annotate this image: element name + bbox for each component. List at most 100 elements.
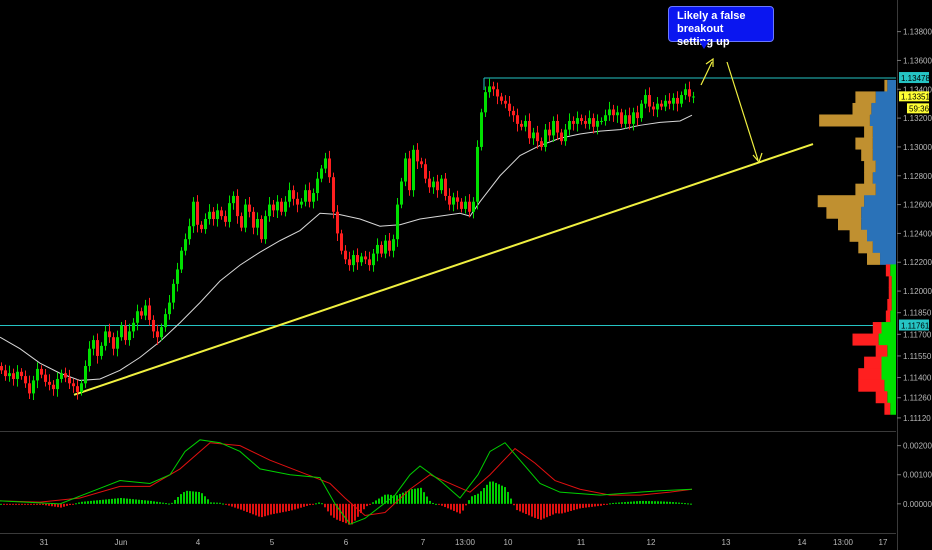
- time-axis-tick-label: 5: [270, 538, 275, 547]
- candle: [484, 86, 487, 117]
- histogram-bar: [33, 503, 35, 505]
- histogram-bar: [198, 491, 200, 504]
- histogram-bar: [114, 498, 116, 504]
- histogram-bar: [600, 503, 602, 506]
- histogram-bar: [528, 503, 530, 516]
- candle: [408, 150, 411, 196]
- candle-body: [80, 383, 83, 392]
- candle: [128, 323, 131, 346]
- candle-body: [372, 253, 375, 266]
- candle-body: [280, 201, 283, 212]
- histogram-bar: [543, 503, 545, 519]
- candle: [240, 212, 243, 232]
- histogram-bar: [0, 503, 2, 505]
- candle: [688, 81, 691, 103]
- candle: [184, 233, 187, 256]
- candle: [672, 93, 675, 111]
- candle-body: [304, 190, 307, 202]
- candle: [476, 140, 479, 210]
- candle: [324, 152, 327, 174]
- candle: [60, 369, 63, 383]
- volume-profile-buy-bar: [871, 102, 896, 115]
- volume-profile-buy-bar: [890, 402, 896, 415]
- histogram-bar: [465, 503, 467, 506]
- histogram-bar: [75, 503, 77, 505]
- candle-body: [516, 115, 519, 124]
- histogram-bar: [324, 503, 326, 508]
- volume-profile-buy-bar: [881, 322, 896, 335]
- volume-profile-buy-bar: [875, 183, 896, 196]
- volume-profile-buy-bar: [861, 206, 896, 219]
- histogram-bar: [186, 490, 188, 504]
- candle-body: [480, 112, 483, 147]
- candle: [236, 189, 239, 224]
- volume-profile-buy-bar: [875, 91, 896, 104]
- time-axis-tick-label: 13:00: [833, 538, 854, 547]
- candle: [164, 308, 167, 332]
- histogram-bar: [195, 491, 197, 504]
- volume-profile-buy-bar: [890, 310, 896, 323]
- volume-profile-buy-bar: [891, 287, 896, 300]
- histogram-bar: [684, 503, 686, 505]
- histogram-bar: [150, 500, 152, 504]
- candle-body: [680, 95, 683, 104]
- histogram-bar: [3, 503, 5, 505]
- histogram-bar: [450, 503, 452, 510]
- candle-body: [432, 181, 435, 188]
- candle: [348, 251, 351, 271]
- candle: [104, 325, 107, 351]
- candle-body: [564, 129, 567, 142]
- candle-body: [52, 384, 55, 390]
- candle-body: [464, 201, 467, 209]
- candle: [520, 120, 523, 131]
- histogram-bar: [135, 499, 137, 504]
- candle: [420, 157, 423, 168]
- histogram-bar: [204, 496, 206, 504]
- volume-profile-sell-bar: [884, 402, 891, 415]
- candle-body: [76, 386, 79, 392]
- histogram-bar: [390, 494, 392, 504]
- candle-body: [40, 368, 43, 375]
- histogram-bar: [459, 503, 461, 514]
- candle: [176, 262, 179, 292]
- candle-body: [152, 319, 155, 332]
- candle-body: [168, 302, 171, 315]
- candle: [684, 83, 687, 100]
- price-axis-tick-label: 1.13400: [903, 85, 932, 94]
- histogram-bar: [420, 487, 422, 504]
- candle-body: [552, 120, 555, 136]
- histogram-bar: [192, 491, 194, 504]
- volume-profile-sell-bar: [884, 79, 888, 92]
- candle-body: [340, 233, 343, 251]
- candle-body: [596, 120, 599, 127]
- candle: [436, 174, 439, 198]
- histogram-bar: [630, 501, 632, 504]
- candle-body: [100, 345, 103, 356]
- histogram-bar: [570, 503, 572, 511]
- histogram-bar: [294, 503, 296, 510]
- candle-body: [300, 201, 303, 205]
- candle-body: [584, 120, 587, 124]
- price-axis-tick-label: 1.12400: [903, 229, 932, 238]
- histogram-bar: [18, 503, 20, 505]
- price-axis-tick-label: 1.11550: [903, 352, 932, 361]
- candle-body: [148, 305, 151, 320]
- price-axis-tick-label: 1.11400: [903, 374, 932, 383]
- candle: [312, 188, 315, 209]
- histogram-bar: [237, 503, 239, 509]
- projection-arrows: [700, 57, 763, 164]
- histogram-bar: [402, 492, 404, 504]
- candle: [584, 115, 587, 129]
- histogram-bar: [585, 503, 587, 508]
- histogram-bar: [126, 498, 128, 504]
- candle: [224, 210, 227, 227]
- histogram-bar: [261, 503, 263, 518]
- histogram-bar: [414, 488, 416, 504]
- candle: [492, 81, 495, 96]
- candle: [188, 218, 191, 245]
- candle-body: [676, 97, 679, 104]
- histogram-bar: [438, 503, 440, 505]
- last-price-tag: [899, 91, 929, 102]
- candle-body: [396, 204, 399, 240]
- volume-profile-sell-bar: [852, 102, 872, 115]
